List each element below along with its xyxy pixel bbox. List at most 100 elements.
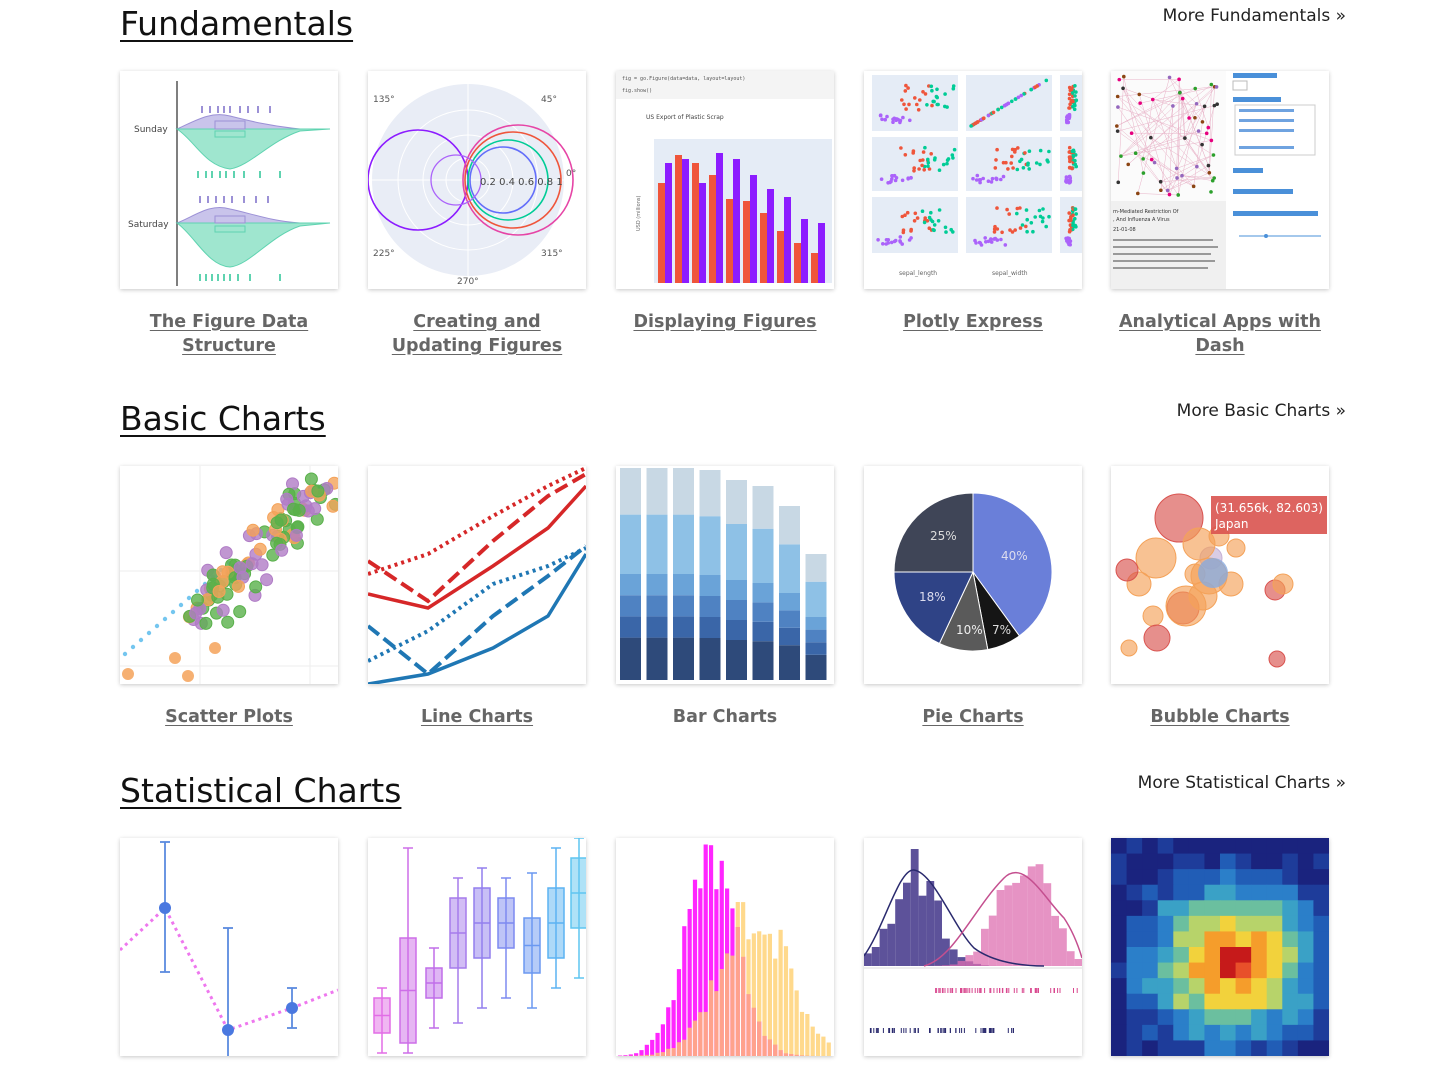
thumb-bubble-charts[interactable]: (31.656k, 82.603) Japan bbox=[1111, 466, 1329, 684]
bar-thumbnail bbox=[620, 468, 827, 680]
bar bbox=[1027, 866, 1036, 966]
node bbox=[1209, 190, 1213, 194]
caption-bar-charts[interactable]: Bar Charts bbox=[672, 707, 778, 727]
heat-cell bbox=[1235, 1040, 1252, 1056]
thumb-plotly-express[interactable]: sepal_length sepal_width bbox=[864, 71, 1082, 289]
svg-text:m-Mediated Restriction Of: m-Mediated Restriction Of bbox=[1113, 209, 1179, 215]
dot bbox=[994, 177, 999, 181]
node bbox=[1177, 77, 1181, 82]
heat-cell bbox=[1282, 947, 1299, 964]
thumb-creating-updating-figures[interactable]: 135° 45° 225° 315° 270° 0° 0.2 0.4 0.6 0… bbox=[368, 71, 586, 289]
pie-slice bbox=[972, 492, 1053, 637]
heat-cell bbox=[1282, 931, 1299, 948]
thumb-figure-data-structure[interactable]: Sunday Saturday bbox=[120, 71, 338, 289]
thumb-scatter-plots[interactable] bbox=[120, 466, 338, 684]
thumb-2d-histograms[interactable] bbox=[1111, 838, 1329, 1056]
dot bbox=[1013, 150, 1017, 154]
bubble bbox=[1272, 573, 1294, 595]
dot bbox=[881, 242, 885, 246]
svg-text:Saturday: Saturday bbox=[128, 220, 169, 230]
caption-scatter-plots[interactable]: Scatter Plots bbox=[165, 707, 293, 727]
node bbox=[1115, 94, 1120, 99]
heat-cell bbox=[1235, 962, 1252, 979]
edge bbox=[1122, 88, 1198, 167]
caption-figure-data-structure[interactable]: The Figure Data Structure bbox=[149, 312, 309, 356]
error-bars-thumbnail bbox=[120, 841, 338, 1056]
bar bbox=[623, 1055, 628, 1056]
bar bbox=[650, 1039, 655, 1056]
more-fundamentals-link[interactable]: More Fundamentals » bbox=[1162, 6, 1346, 26]
heat-cell bbox=[1282, 915, 1299, 932]
caption-creating-updating-figures[interactable]: Creating and Updating Figures bbox=[391, 312, 563, 356]
dot bbox=[907, 238, 912, 242]
more-statistical-charts-link[interactable]: More Statistical Charts » bbox=[1137, 773, 1346, 793]
bar bbox=[805, 1014, 810, 1056]
thumb-bar-charts[interactable] bbox=[616, 466, 834, 684]
heat-cell bbox=[1297, 915, 1314, 932]
dot bbox=[1027, 149, 1032, 153]
heat-cell bbox=[1266, 962, 1283, 979]
edge bbox=[1160, 154, 1214, 182]
more-basic-charts-link[interactable]: More Basic Charts » bbox=[1176, 401, 1346, 421]
thumb-analytical-apps-dash[interactable]: m-Mediated Restriction Of , And Influenz… bbox=[1111, 71, 1329, 289]
edge bbox=[1120, 130, 1199, 157]
dot bbox=[930, 88, 934, 93]
dot bbox=[1008, 228, 1012, 232]
heat-cell bbox=[1204, 1009, 1221, 1026]
dot bbox=[935, 87, 939, 92]
dot bbox=[1044, 224, 1048, 229]
bar-segment bbox=[805, 581, 827, 617]
section-title[interactable]: Fundamentals bbox=[120, 4, 354, 43]
caption-plotly-express[interactable]: Plotly Express bbox=[903, 312, 1043, 332]
dot bbox=[1022, 92, 1026, 96]
heat-cell bbox=[1251, 853, 1268, 870]
bar bbox=[949, 964, 958, 966]
thumb-error-bars[interactable] bbox=[120, 838, 338, 1056]
thumb-histograms[interactable] bbox=[616, 838, 834, 1056]
bar-segment bbox=[646, 574, 668, 596]
dot bbox=[989, 180, 994, 184]
dot bbox=[992, 237, 996, 241]
caption-bubble-charts[interactable]: Bubble Charts bbox=[1150, 707, 1290, 727]
dot bbox=[1044, 78, 1049, 83]
dot bbox=[900, 98, 904, 102]
thumb-box-plots[interactable] bbox=[368, 838, 586, 1056]
bar bbox=[676, 969, 682, 1056]
caption-displaying-figures[interactable]: Displaying Figures bbox=[633, 312, 817, 332]
heat-cell bbox=[1235, 915, 1252, 932]
bar bbox=[818, 223, 825, 283]
node bbox=[1122, 74, 1126, 79]
dot bbox=[1018, 226, 1023, 230]
dot bbox=[995, 147, 999, 152]
thumb-line-charts[interactable] bbox=[368, 466, 586, 684]
bar bbox=[709, 175, 716, 283]
thumb-distplots[interactable] bbox=[864, 838, 1082, 1056]
dot bbox=[1019, 93, 1023, 98]
bar-segment bbox=[779, 506, 800, 545]
dot bbox=[1074, 225, 1078, 229]
section-title[interactable]: Basic Charts bbox=[120, 399, 326, 438]
section-title[interactable]: Statistical Charts bbox=[120, 771, 402, 810]
caption-analytical-apps-dash[interactable]: Analytical Apps with Dash bbox=[1119, 312, 1321, 356]
pie-slice bbox=[893, 571, 974, 645]
dot bbox=[884, 238, 889, 242]
bar bbox=[821, 1036, 826, 1056]
caption-pie-charts[interactable]: Pie Charts bbox=[922, 707, 1024, 727]
dot bbox=[1066, 120, 1070, 125]
heat-cell bbox=[1297, 853, 1314, 870]
heat-cell bbox=[1251, 947, 1268, 964]
svg-text:fig = go.Figure(data=data, lay: fig = go.Figure(data=data, layout=layout… bbox=[622, 76, 745, 82]
node bbox=[1116, 180, 1121, 185]
dot bbox=[984, 240, 988, 244]
bar-segment bbox=[805, 629, 827, 643]
thumb-displaying-figures[interactable]: fig = go.Figure(data=data, layout=layout… bbox=[616, 71, 834, 289]
dot bbox=[977, 178, 982, 182]
heat-cell bbox=[1220, 1009, 1237, 1026]
dot bbox=[932, 223, 937, 227]
bar bbox=[730, 955, 735, 1056]
heat-cell bbox=[1266, 853, 1283, 870]
thumb-pie-charts[interactable]: 25% 40% 18% 10% 7% bbox=[864, 466, 1082, 684]
caption-line-charts[interactable]: Line Charts bbox=[420, 707, 534, 727]
bar-segment bbox=[805, 654, 827, 680]
dot bbox=[978, 180, 982, 185]
